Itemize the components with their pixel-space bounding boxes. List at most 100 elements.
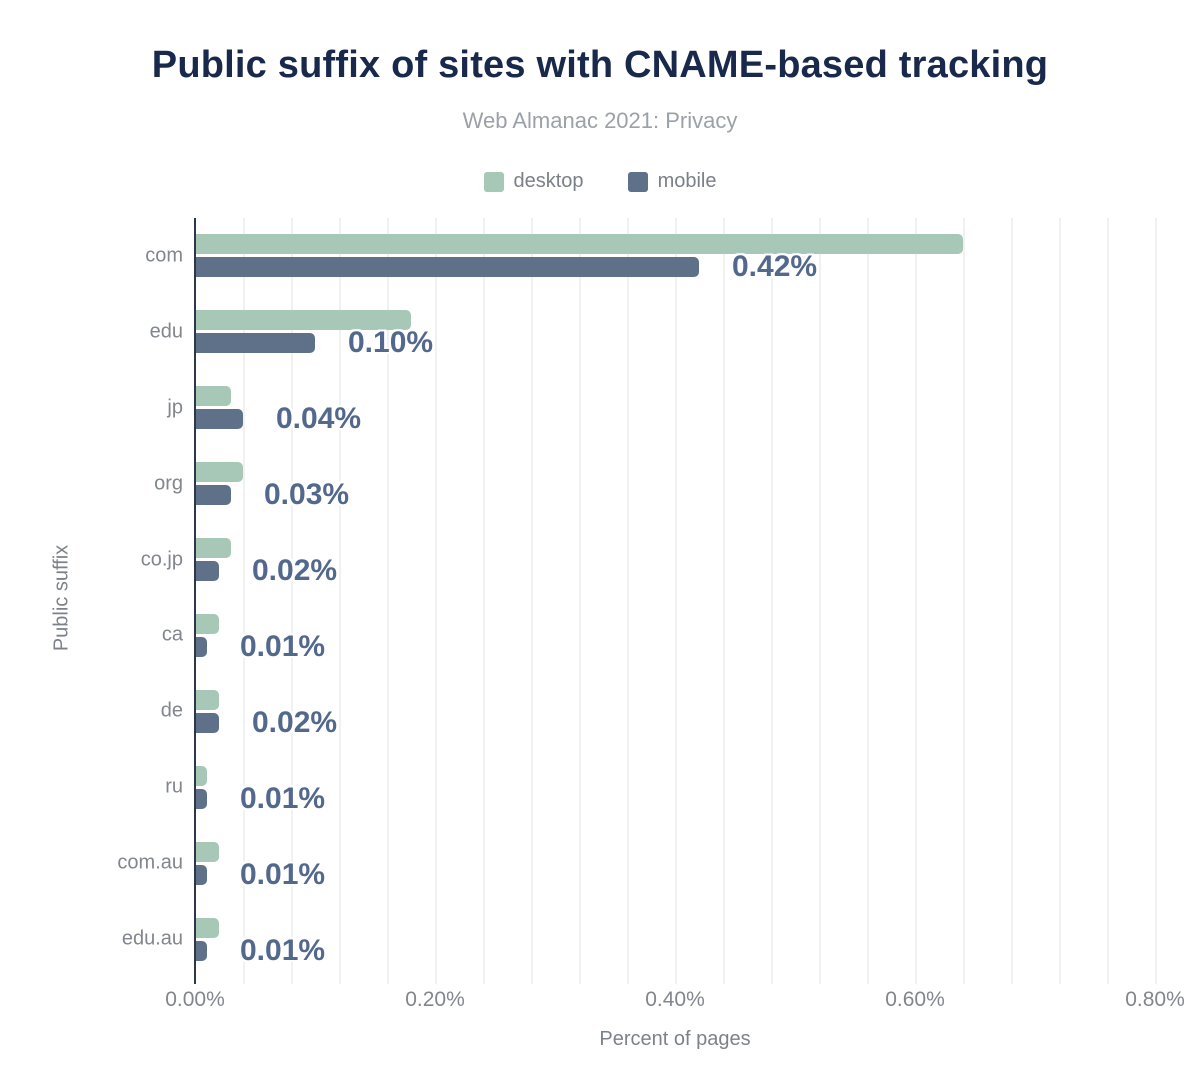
bar-mobile-de [195, 712, 219, 733]
category-label-edu: edu [149, 320, 183, 343]
bar-group-ru: 0.01% [195, 749, 1155, 825]
row-edu.au: edu.au 0.01% [122, 901, 1155, 977]
value-label-co.jp: 0.02% [252, 554, 338, 588]
category-label-ru: ru [165, 775, 183, 798]
bar-line-de: 0.02% [195, 705, 338, 739]
x-axis-title: Percent of pages [599, 1028, 751, 1050]
category-label-jp: jp [167, 396, 183, 419]
row-ru: ru 0.01% [165, 749, 1155, 825]
bar-desktop-de [195, 689, 219, 710]
gridline [579, 218, 581, 984]
y-axis-title: Public suffix [50, 544, 73, 652]
gridline [819, 218, 821, 984]
chart-subtitle: Web Almanac 2021: Privacy [462, 108, 738, 133]
gridline [435, 218, 437, 984]
gridline [627, 218, 629, 984]
x-tick-label-0.60%: 0.60% [885, 988, 945, 1011]
gridline [1155, 218, 1157, 984]
bar-desktop-edu.au [195, 917, 219, 938]
gridline [1059, 218, 1061, 984]
bar-mobile-ca [195, 636, 207, 657]
gridline [483, 218, 485, 984]
bar-mobile-edu.au [195, 940, 207, 961]
bar-line-jp: 0.04% [195, 402, 362, 436]
bar-desktop-edu [195, 310, 411, 331]
category-label-de: de [160, 699, 183, 722]
row-com: com 0.42% [145, 218, 1155, 294]
gridline [675, 218, 677, 984]
bar-mobile-ru [195, 788, 207, 809]
row-de: de 0.02% [161, 673, 1155, 749]
value-label-ca: 0.01% [240, 629, 326, 663]
value-label-edu: 0.10% [348, 326, 434, 360]
y-axis-line [194, 218, 196, 984]
bar-desktop-com.au [195, 841, 219, 862]
category-label-edu.au: edu.au [121, 927, 183, 950]
bar-mobile-edu [195, 333, 315, 354]
row-com.au: com.au 0.01% [117, 825, 1155, 901]
value-label-org: 0.03% [264, 478, 350, 512]
bar-mobile-co.jp [195, 561, 219, 582]
gridline [387, 218, 389, 984]
bar-mobile-com [195, 257, 699, 278]
bar-mobile-jp [195, 409, 243, 430]
x-tick-label-0.20%: 0.20% [405, 988, 465, 1011]
bar-line-ca: 0.01% [195, 629, 326, 663]
bar-mobile-org [195, 485, 231, 506]
bar-line-ru: 0.01% [195, 783, 325, 813]
gridline [915, 218, 917, 984]
bar-line-org: 0.03% [195, 478, 350, 512]
bar-line-com.au: 0.01% [195, 857, 326, 891]
row-ca: ca 0.01% [162, 598, 1155, 674]
legend-label-mobile: mobile [657, 170, 717, 192]
value-label-com: 0.42% [732, 250, 818, 284]
bar-line-com: 0.42% [195, 250, 818, 284]
gridline [339, 218, 341, 984]
gridline [1011, 218, 1013, 984]
category-label-com: com [145, 244, 183, 267]
row-co.jp: co.jp 0.02% [141, 522, 1155, 598]
gridline [1107, 218, 1109, 984]
value-label-com.au: 0.01% [240, 857, 326, 891]
value-label-jp: 0.04% [276, 402, 362, 436]
bar-desktop-jp [195, 386, 231, 407]
bar-line-co.jp: 0.02% [195, 554, 338, 588]
bar-group-jp: 0.04% [195, 370, 1155, 446]
category-label-ca: ca [161, 623, 183, 646]
gridline [723, 218, 725, 984]
gridline [963, 218, 965, 984]
bar-group-de: 0.02% [195, 673, 1155, 749]
value-label-de: 0.02% [252, 705, 338, 739]
row-org: org 0.03% [154, 446, 1155, 522]
legend: desktop mobile [0, 170, 1200, 193]
x-tick-label-0.00%: 0.00% [165, 988, 225, 1011]
legend-item-mobile: mobile [627, 170, 717, 193]
bar-desktop-ru [195, 765, 207, 786]
bar-mobile-com.au [195, 864, 207, 885]
x-axis-ticks: 0.00% 0.20% 0.40% 0.60% 0.80% [165, 988, 1185, 1014]
gridline [867, 218, 869, 984]
category-label-co.jp: co.jp [140, 548, 183, 571]
row-jp: jp 0.04% [167, 370, 1155, 446]
value-label-edu.au: 0.01% [240, 933, 326, 967]
plot-area: com 0.42% edu 0.10% jp 0.04% org 0.03% co.jp 0.02… [117, 218, 1157, 984]
category-label-com.au: com.au [117, 851, 183, 874]
x-tick-label-0.40%: 0.40% [645, 988, 705, 1011]
legend-item-desktop: desktop [483, 170, 584, 193]
chart-title: Public suffix of sites with CNAME-based … [151, 44, 1049, 86]
gridline [531, 218, 533, 984]
legend-swatch-mobile-icon [627, 171, 648, 192]
bar-desktop-co.jp [195, 538, 231, 559]
category-label-org: org [154, 472, 183, 495]
bar-line-edu: 0.10% [195, 326, 434, 360]
bar-desktop-org [195, 462, 243, 483]
gridline [291, 218, 293, 984]
bar-desktop-com [195, 234, 963, 255]
bar-group-com.au: 0.01% [195, 825, 1155, 901]
bar-group-edu: 0.10% [195, 294, 1155, 370]
legend-label-desktop: desktop [513, 170, 584, 192]
bar-group-com: 0.42% [195, 218, 1155, 294]
bar-group-edu.au: 0.01% [195, 901, 1155, 977]
bar-group-ca: 0.01% [195, 598, 1155, 674]
row-edu: edu 0.10% [150, 294, 1155, 370]
